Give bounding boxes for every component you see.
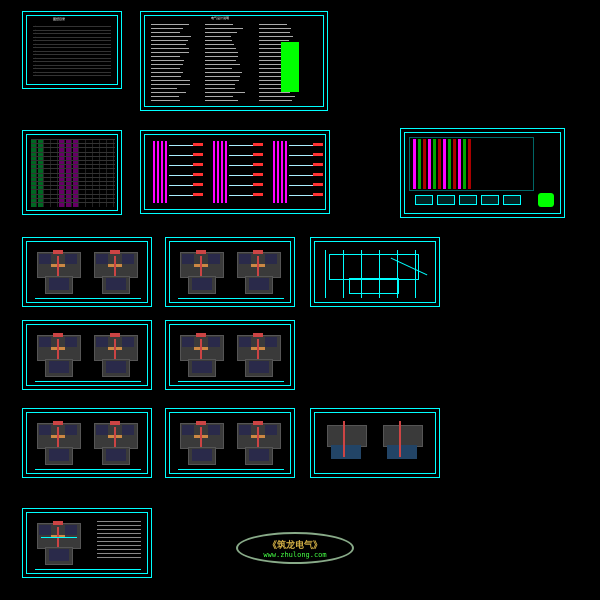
sheet-s8: [310, 237, 440, 307]
sheet-s6: [22, 237, 152, 307]
sheet-s14: [22, 508, 152, 578]
sheet-s11: [22, 408, 152, 478]
sheet-s4: [140, 130, 330, 214]
sheet-s10: [165, 320, 295, 390]
watermark-badge: 《筑龙电气》www.zhulong.com: [236, 532, 354, 564]
sheet-s1: 图纸目录···············: [22, 11, 122, 89]
sheet-s3: [22, 130, 122, 215]
sheet-s5: [400, 128, 565, 218]
sheet-s9: [22, 320, 152, 390]
sheet-s7: [165, 237, 295, 307]
sheet-s12: [165, 408, 295, 478]
sheet-s2: 电气设计说明: [140, 11, 328, 111]
sheet-s13: [310, 408, 440, 478]
